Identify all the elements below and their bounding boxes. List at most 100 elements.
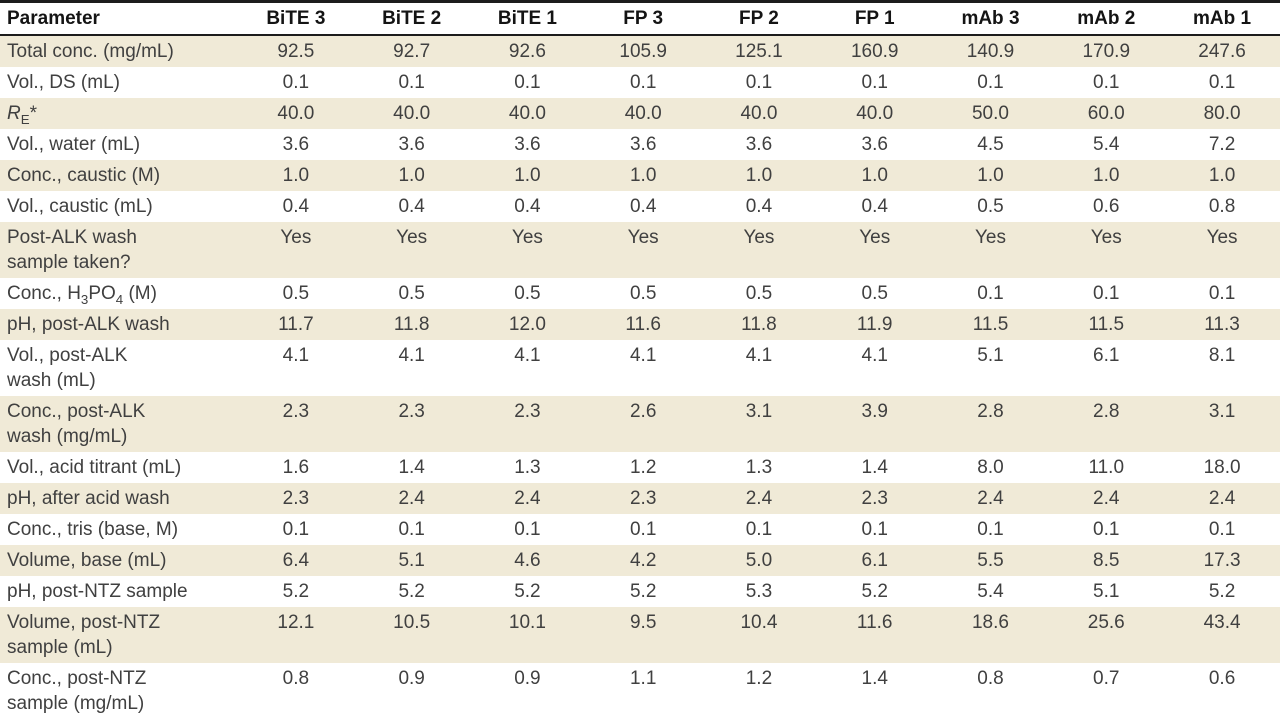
value-cell: 247.6 bbox=[1198, 41, 1246, 62]
table-row: Total conc. (mg/mL) 92.5 92.7 92.6 105.9 125.… bbox=[0, 35, 1280, 67]
value-cell: 0.4 bbox=[514, 196, 541, 217]
value-cell: 1.0 bbox=[977, 165, 1004, 186]
value-cell: 0.5 bbox=[861, 283, 888, 304]
value-cell: 0.5 bbox=[977, 196, 1004, 217]
value-cell: 11.6 bbox=[856, 612, 893, 633]
value-cell: 1.0 bbox=[1093, 165, 1120, 186]
value-cell: 4.6 bbox=[514, 550, 541, 571]
value-cell: 18.0 bbox=[1203, 457, 1241, 478]
value-cell: 2.3 bbox=[398, 401, 425, 422]
value-cell: 4.1 bbox=[861, 345, 888, 366]
value-cell: 0.1 bbox=[629, 519, 657, 540]
value-cell: 18.6 bbox=[971, 612, 1009, 633]
table-row: Conc., H3PO4 (M) 0.5 0.5 0.5 0.5 0.5 0.5 0.1 0.1… bbox=[0, 278, 1280, 309]
value-cell: 5.5 bbox=[977, 550, 1004, 571]
value-cell: 40.0 bbox=[624, 103, 662, 124]
value-cell: 3.6 bbox=[282, 134, 310, 155]
table-row: Conc., tris (base, M) 0.1 0.1 0.1 0.1 0.1 0.1 0… bbox=[0, 514, 1280, 545]
value-cell: 80.0 bbox=[1203, 103, 1241, 124]
value-cell: 11.3 bbox=[1204, 314, 1240, 335]
value-cell: 1.0 bbox=[745, 165, 773, 186]
value-cell: 10.4 bbox=[740, 612, 778, 633]
value-cell: 1.4 bbox=[861, 668, 888, 689]
value-cell: 0.1 bbox=[514, 72, 541, 93]
value-cell: 0.5 bbox=[629, 283, 657, 304]
table-row: Conc., caustic (M) 1.0 1.0 1.0 1.0 1.0 1.0 1.0 1… bbox=[0, 160, 1280, 191]
value-cell: 0.5 bbox=[398, 283, 425, 304]
value-cell: 5.2 bbox=[514, 581, 541, 602]
value-cell: 2.4 bbox=[514, 488, 541, 509]
value-cell: 1.3 bbox=[514, 457, 541, 478]
value-cell: Yes bbox=[511, 227, 543, 248]
table-row: Volume, post-NTZ sample (mL) 12.1 10.5 10.1 9… bbox=[0, 607, 1280, 663]
value-cell: 8.1 bbox=[1208, 345, 1236, 366]
value-cell: 9.5 bbox=[629, 612, 657, 633]
value-cell: 11.5 bbox=[1088, 314, 1125, 335]
value-cell: 4.1 bbox=[514, 345, 541, 366]
table-row: Post-ALK wash sample taken? Yes Yes Yes Yes Ye… bbox=[0, 222, 1280, 278]
value-cell: 2.3 bbox=[282, 401, 310, 422]
column-header: BiTE 2 bbox=[353, 1, 470, 36]
value-cell: 1.4 bbox=[861, 457, 888, 478]
value-cell: 1.6 bbox=[282, 457, 310, 478]
value-cell: 40.0 bbox=[856, 103, 894, 124]
value-cell: 3.1 bbox=[745, 401, 773, 422]
value-cell: 10.1 bbox=[508, 612, 546, 633]
value-cell: 60.0 bbox=[1087, 103, 1125, 124]
value-cell: 0.1 bbox=[282, 519, 310, 540]
value-cell: 2.3 bbox=[861, 488, 888, 509]
value-cell: 92.5 bbox=[277, 41, 315, 62]
parameter-label-cell: Vol., caustic (mL) bbox=[7, 196, 153, 217]
value-cell: Yes bbox=[1090, 227, 1122, 248]
parameter-label-cell: Vol., DS (mL) bbox=[7, 72, 120, 93]
value-cell: 160.9 bbox=[850, 41, 899, 62]
value-cell: 2.4 bbox=[745, 488, 773, 509]
table-row: Vol., acid titrant (mL) 1.6 1.4 1.3 1.2 1.3 1.… bbox=[0, 452, 1280, 483]
value-cell: 2.6 bbox=[629, 401, 657, 422]
value-cell: 0.1 bbox=[977, 519, 1004, 540]
value-cell: 0.5 bbox=[745, 283, 773, 304]
parameter-label-cell: pH, post-NTZ sample bbox=[7, 581, 188, 602]
table-body: Total conc. (mg/mL) 92.5 92.7 92.6 105.9 125.… bbox=[0, 35, 1280, 719]
column-header: BiTE 3 bbox=[238, 1, 354, 36]
value-cell: 1.0 bbox=[514, 165, 541, 186]
table-row: pH, post-ALK wash 11.7 11.8 12.0 11.6 11.8 11.… bbox=[0, 309, 1280, 340]
value-cell: Yes bbox=[280, 227, 312, 248]
value-cell: 2.4 bbox=[1093, 488, 1120, 509]
value-cell: 8.0 bbox=[977, 457, 1004, 478]
parameter-label-cell: pH, after acid wash bbox=[7, 488, 170, 509]
parameter-label-cell: Conc., H3PO4 (M) bbox=[7, 283, 157, 307]
value-cell: 2.4 bbox=[1208, 488, 1236, 509]
table-row: pH, post-NTZ sample 5.2 5.2 5.2 5.2 5.3 5.2 5.4… bbox=[0, 576, 1280, 607]
value-cell: 2.4 bbox=[398, 488, 425, 509]
value-cell: 3.1 bbox=[1208, 401, 1236, 422]
parameter-label-cell: Conc., post-ALK wash (mg/mL) bbox=[7, 401, 146, 447]
value-cell: 11.8 bbox=[741, 314, 777, 335]
parameter-label-cell: pH, post-ALK wash bbox=[7, 314, 170, 335]
value-cell: 5.2 bbox=[282, 581, 310, 602]
value-cell: 10.5 bbox=[393, 612, 431, 633]
value-cell: 0.4 bbox=[745, 196, 773, 217]
value-cell: 0.1 bbox=[1093, 519, 1120, 540]
value-cell: 1.1 bbox=[629, 668, 657, 689]
value-cell: 0.7 bbox=[1093, 668, 1120, 689]
value-cell: 0.1 bbox=[1208, 283, 1236, 304]
value-cell: 1.0 bbox=[398, 165, 425, 186]
value-cell: Yes bbox=[859, 227, 891, 248]
value-cell: 0.1 bbox=[745, 72, 773, 93]
column-header: FP 3 bbox=[585, 1, 702, 36]
value-cell: 1.0 bbox=[282, 165, 310, 186]
value-cell: 12.1 bbox=[277, 612, 315, 633]
parameter-label-cell: Total conc. (mg/mL) bbox=[7, 41, 174, 62]
value-cell: 11.5 bbox=[972, 314, 1009, 335]
value-cell: 25.6 bbox=[1087, 612, 1125, 633]
parameter-label-cell: Vol., water (mL) bbox=[7, 134, 141, 155]
value-cell: 3.6 bbox=[398, 134, 425, 155]
value-cell: 2.3 bbox=[629, 488, 657, 509]
value-cell: 0.9 bbox=[398, 668, 425, 689]
value-cell: 8.5 bbox=[1093, 550, 1120, 571]
value-cell: 4.1 bbox=[745, 345, 773, 366]
